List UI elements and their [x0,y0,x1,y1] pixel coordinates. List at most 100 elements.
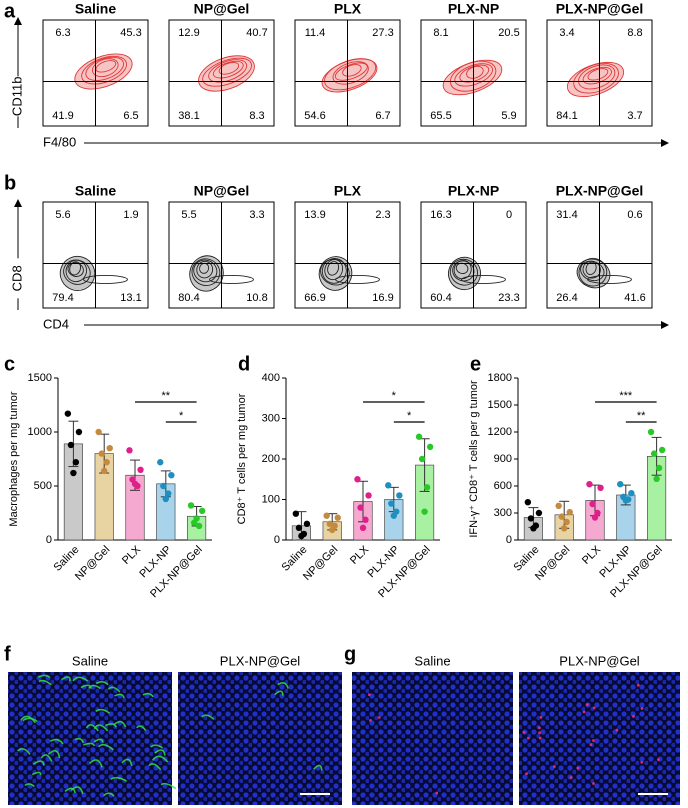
stain-mark [525,772,528,776]
quadrant-value: 5.6 [55,209,70,221]
stain-mark [112,720,127,728]
contour [459,64,490,83]
contour [202,57,252,87]
stain-mark [538,736,542,740]
y-tick-label: 0 [46,534,52,546]
stain-mark [80,684,92,689]
contour [573,62,619,94]
stain-mark [582,710,586,714]
contours [442,59,503,96]
quadrant-value: 16.3 [430,209,451,221]
micrograph [178,672,342,805]
significance-label: * [179,410,184,422]
data-point [357,504,364,511]
stain-mark [526,736,530,740]
stain-mark [632,714,635,718]
quadrant-value: 3.3 [249,209,264,221]
data-point [388,500,395,507]
data-point [586,481,593,488]
stain [17,674,177,797]
data-point [137,466,144,473]
contour [92,58,119,78]
data-point [527,515,535,522]
y-tick-label: 300 [494,507,512,519]
y-axis-label: CD11b [9,77,24,117]
x-tick-label: PLX [348,543,372,567]
contour [85,56,125,81]
quadrant-value: 31.4 [556,209,577,221]
stain-mark [22,717,38,722]
image-title: Saline [414,653,450,668]
data-point [165,490,172,497]
quadrant-value: 38.1 [178,110,199,122]
quadrant-value: 10.8 [246,292,267,304]
quadrant-value: 16.9 [372,292,393,304]
data-point [655,464,663,472]
stain-mark [636,683,640,687]
panel-label: d [238,353,250,375]
contour [83,275,128,284]
stain-mark [31,771,42,776]
stain-mark [589,743,593,746]
data-point [126,447,133,454]
significance-label: * [392,390,397,402]
image-title: PLX-NP@Gel [559,653,639,668]
data-point [292,510,300,517]
stain-mark [592,782,595,785]
stain-mark [576,766,580,770]
stain [367,693,439,795]
group-title: Saline [75,1,116,17]
data-point [418,455,426,463]
y-tick-label: 1000 [28,426,52,438]
data-point [298,532,305,540]
quadrant-value: 6.7 [375,110,390,122]
quadrant-value: 40.7 [246,27,267,39]
data-point [530,525,537,532]
y-tick-label: 600 [494,480,512,492]
stain-mark [93,724,109,732]
stain-mark [640,760,644,764]
stain-mark [104,723,117,728]
stain-mark [277,682,289,689]
data-point [187,502,195,509]
contour [585,261,597,276]
stain-mark [85,724,99,732]
stain-mark [74,737,85,744]
contours [189,255,254,292]
data-point [72,459,80,466]
y-tick-label: 500 [34,480,52,492]
data-point [67,441,75,449]
y-axis-label: CD8⁺ T cells per mg tumor [236,393,248,524]
contour [193,259,218,283]
data-point [354,476,361,483]
stain-mark [110,776,128,782]
contour [578,257,608,287]
data-point [131,480,139,488]
x-tick-label: PLX [580,543,604,567]
data-point [385,482,392,489]
stain-mark [38,674,51,679]
stain-mark [537,726,541,730]
stain-mark [32,760,45,766]
data-point [323,512,330,519]
data-point [195,522,203,530]
group-title: NP@Gel [194,183,250,199]
quadrant-value: 6.5 [123,110,138,122]
stain-mark [89,759,103,768]
contour [587,275,632,284]
data-point [653,475,660,482]
data-point [396,492,403,499]
quadrant-value: 1.9 [123,209,138,221]
stain-mark [592,706,596,710]
stain-mark [274,690,284,696]
quadrant-value: 41.9 [52,110,73,122]
quadrant-value: 23.3 [498,292,519,304]
panel-label: a [4,0,16,22]
quadrant-value: 6.3 [55,27,70,39]
quadrant-value: 3.7 [627,110,642,122]
contour [320,258,350,286]
contour [327,261,340,276]
image-title: PLX-NP@Gel [220,653,300,668]
data-point [160,482,167,490]
stain-mark [95,680,109,686]
